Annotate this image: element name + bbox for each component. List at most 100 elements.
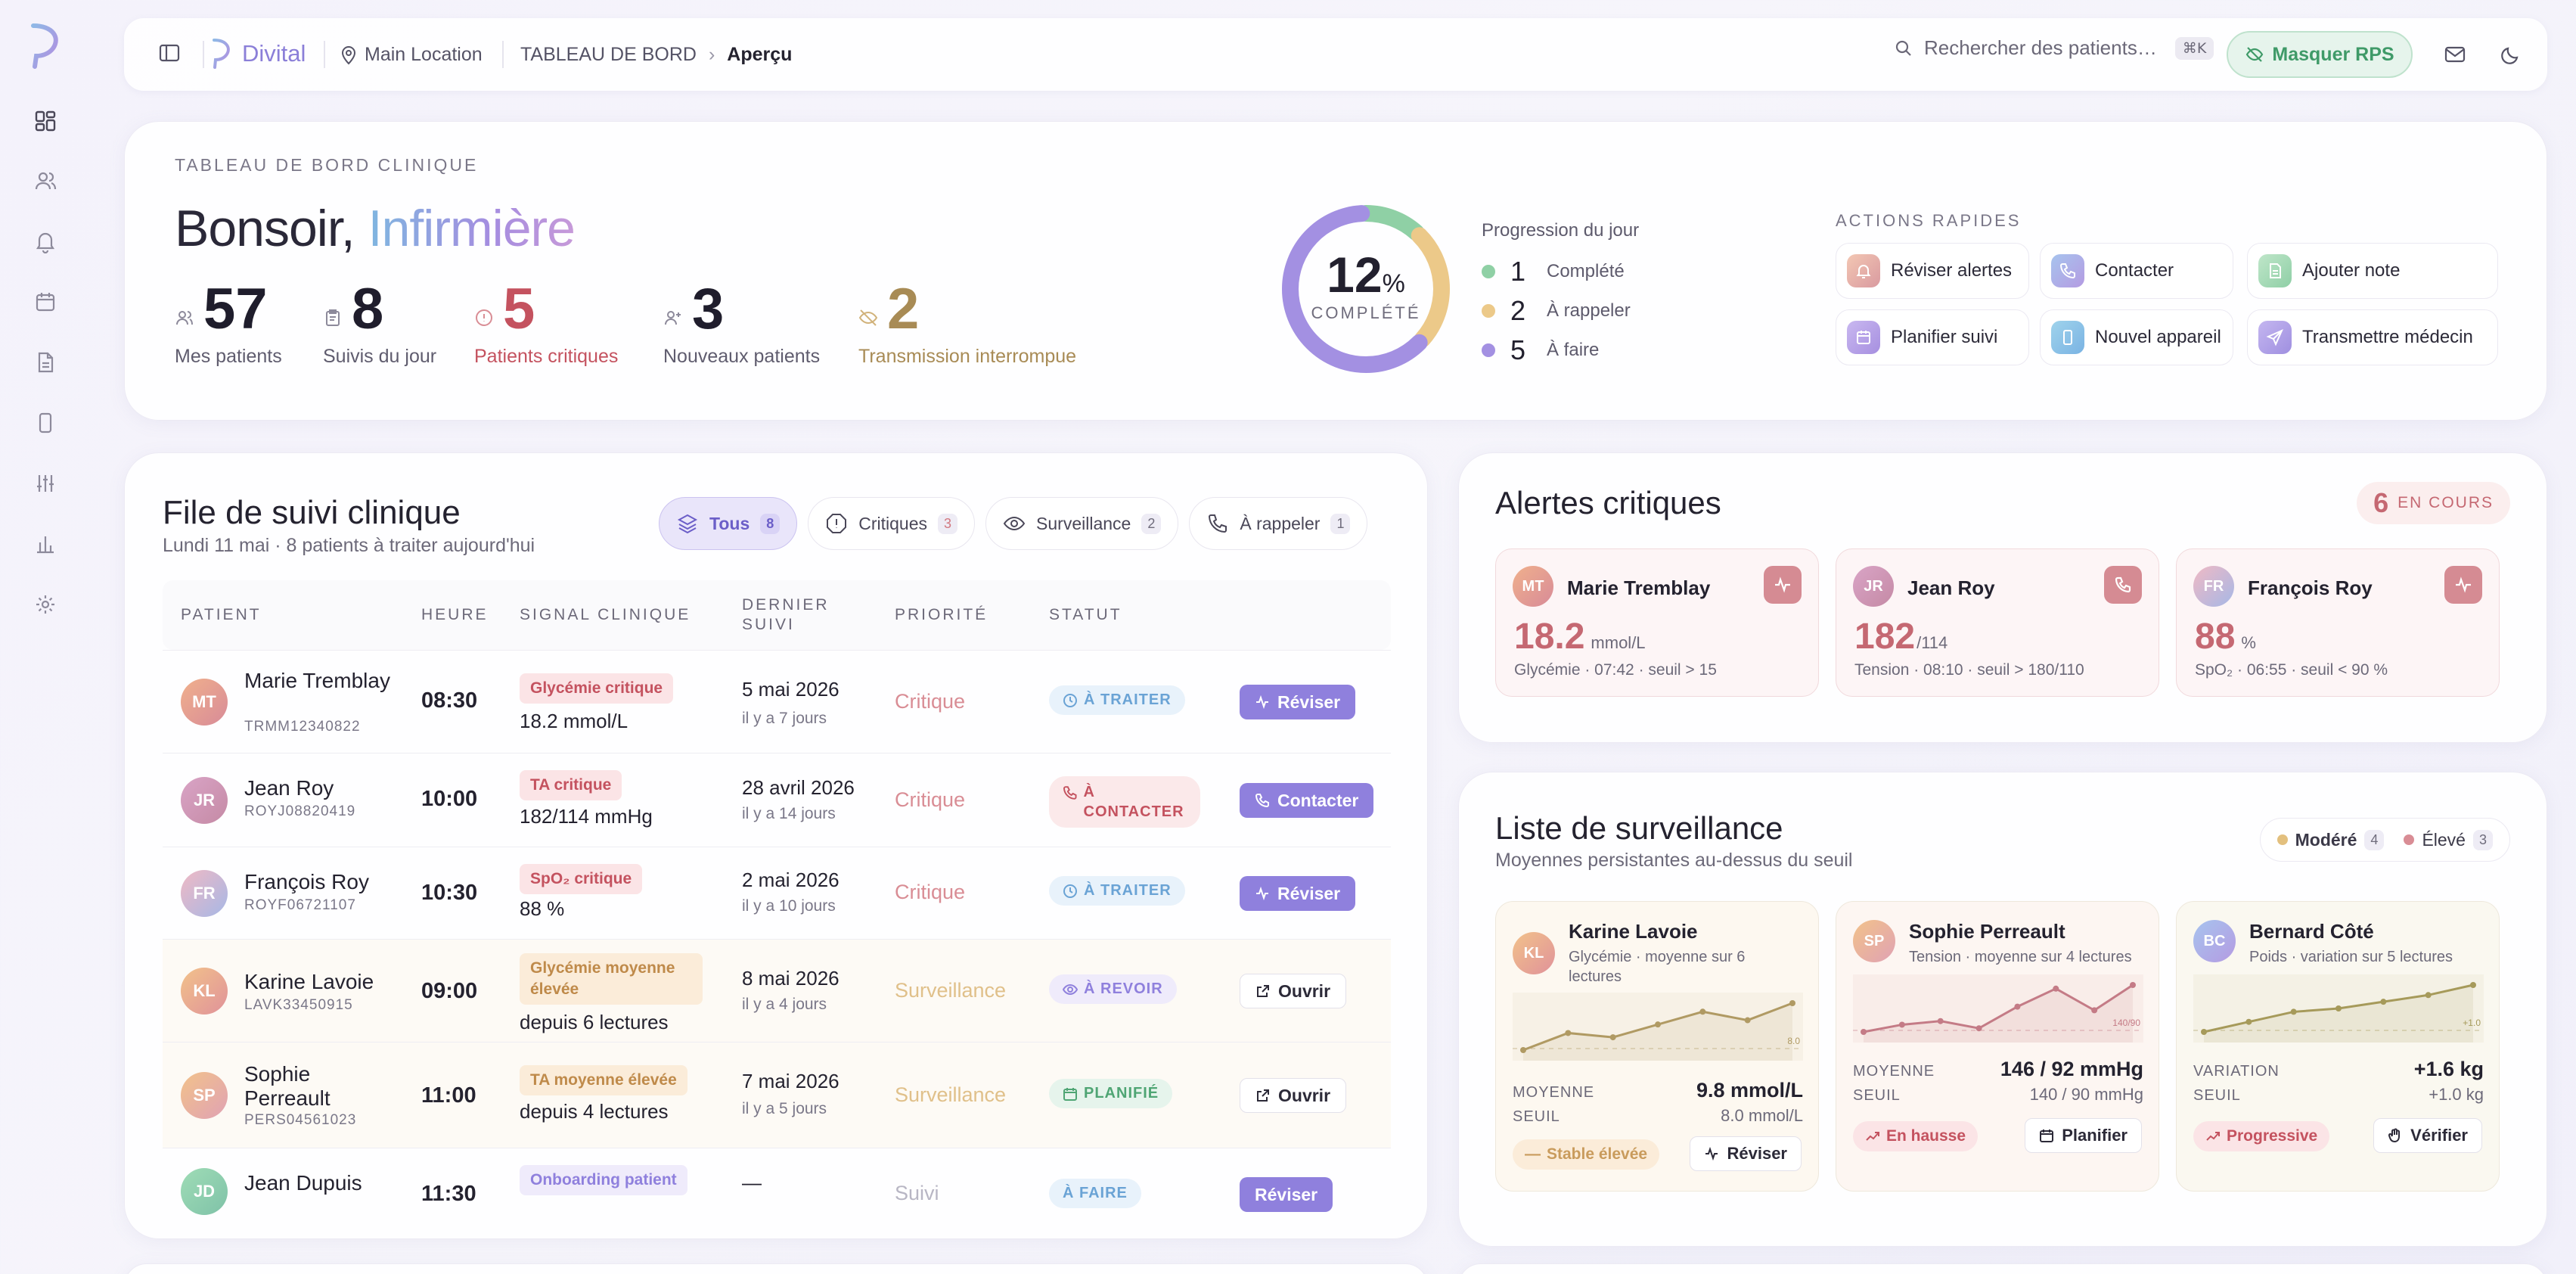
schedule-followup-button[interactable]: Planifier suivi — [1836, 309, 2029, 365]
stat-my-patients[interactable]: 57 Mes patients — [175, 281, 282, 368]
schedule-button[interactable]: Planifier — [2025, 1118, 2142, 1153]
toggle-sidebar-icon[interactable] — [157, 41, 182, 65]
trend-badge: — Stable élevée — [1513, 1139, 1660, 1170]
column-priority[interactable]: PRIORITÉ — [895, 606, 989, 623]
location-selector[interactable]: Main Location — [340, 44, 483, 66]
contact-button[interactable]: Contacter — [2040, 243, 2233, 299]
column-signal[interactable]: SIGNAL CLINIQUE — [520, 606, 691, 623]
table-row[interactable]: MT Marie Tremblay TRMM12340822 08:30 Gly… — [163, 650, 1391, 753]
review-alerts-button[interactable]: Réviser alertes — [1836, 243, 2029, 299]
filter-all[interactable]: Tous 8 — [659, 497, 798, 550]
filter-watch[interactable]: Surveillance 2 — [985, 497, 1179, 550]
dashboard-icon[interactable] — [33, 108, 58, 134]
moon-icon[interactable] — [2499, 42, 2523, 67]
column-patient[interactable]: PATIENT — [181, 606, 262, 623]
table-row[interactable]: FR François Roy ROYF06721107 10:30 SpO₂ … — [163, 847, 1391, 939]
new-device-button[interactable]: Nouvel appareil — [2040, 309, 2233, 365]
divider — [203, 41, 204, 68]
phone-icon[interactable] — [2104, 566, 2142, 604]
contact-button[interactable]: Contacter — [1240, 783, 1374, 818]
column-time[interactable]: HEURE — [421, 606, 489, 623]
alerts-count: 6 — [2373, 487, 2389, 518]
status-badge: PLANIFIÉ — [1049, 1079, 1173, 1108]
brand[interactable]: Divital — [210, 38, 306, 70]
column-last-followup[interactable]: DERNIER SUIVI — [742, 596, 830, 633]
priority-label: Suivi — [895, 1182, 939, 1204]
device-icon[interactable] — [33, 410, 58, 436]
verify-button[interactable]: Vérifier — [2373, 1118, 2482, 1153]
users-icon[interactable] — [33, 168, 58, 194]
watch-card[interactable]: KL Karine Lavoie Glycémie · moyenne sur … — [1495, 901, 1819, 1192]
app-logo[interactable] — [27, 23, 64, 70]
progress-percent: 12 — [1327, 247, 1383, 303]
watch-subtitle: Moyennes persistantes au-dessus du seuil — [1495, 850, 1853, 871]
filter-recall[interactable]: À rappeler 1 — [1189, 497, 1368, 550]
greeting-text: Bonsoir, — [175, 200, 355, 257]
add-note-button[interactable]: Ajouter note — [2247, 243, 2498, 299]
search-placeholder: Rechercher des patients… — [1924, 36, 2157, 59]
alert-card[interactable]: JR Jean Roy 182/114 Tension · 08:10 · se… — [1836, 548, 2159, 697]
priority-label: Surveillance — [895, 979, 1007, 1002]
review-button[interactable]: Réviser — [1240, 1177, 1333, 1212]
eye-off-icon — [858, 309, 878, 326]
bell-icon[interactable] — [33, 228, 58, 254]
review-button[interactable]: Réviser — [1240, 685, 1356, 719]
eye-off-icon — [2246, 47, 2264, 62]
sliders-icon[interactable] — [33, 471, 58, 496]
table-row[interactable]: JD Jean Dupuis 11:30 Onboarding patient … — [163, 1148, 1391, 1238]
calendar-icon[interactable] — [33, 289, 58, 315]
legend-moderate[interactable]: Modéré 4 — [2277, 829, 2385, 850]
settings-icon[interactable] — [33, 592, 58, 617]
mail-icon[interactable] — [2443, 42, 2467, 67]
alert-card[interactable]: FR François Roy 88% SpO₂ · 06:55 · seuil… — [2176, 548, 2500, 697]
stat-label: Nouveaux patients — [663, 346, 821, 367]
open-button[interactable]: Ouvrir — [1240, 974, 1347, 1008]
alert-value: 18.2 — [1514, 617, 1585, 657]
review-button[interactable]: Réviser — [1240, 876, 1356, 911]
search-input[interactable]: Rechercher des patients… ⌘K — [1894, 36, 2214, 60]
breadcrumb-root[interactable]: TABLEAU DE BORD — [520, 44, 697, 65]
stat-interrupted-transmission[interactable]: 2 Transmission interrompue — [858, 281, 1076, 368]
column-status[interactable]: STATUT — [1049, 606, 1122, 623]
stat-new-patients[interactable]: 3 Nouveaux patients — [663, 281, 820, 368]
patient-name: Sophie Perreault — [244, 1062, 331, 1110]
trend-badge: En hausse — [1853, 1121, 1979, 1151]
priority-label: Surveillance — [895, 1083, 1007, 1106]
stat-daily-followups[interactable]: 8 Suivis du jour — [323, 281, 436, 368]
table-row[interactable]: SP Sophie Perreault PERS04561023 11:00 T… — [163, 1042, 1391, 1148]
stat-value: 3 — [692, 277, 725, 341]
document-icon[interactable] — [33, 350, 58, 375]
chart-icon[interactable] — [33, 531, 58, 557]
watch-card[interactable]: BC Bernard Côté Poids · variation sur 5 … — [2176, 901, 2500, 1192]
phone-icon — [1255, 794, 1269, 808]
hide-rps-button[interactable]: Masquer RPS — [2227, 31, 2413, 78]
table-row[interactable]: JR Jean Roy ROYJ08820419 10:00 TA critiq… — [163, 753, 1391, 847]
watch-card[interactable]: SP Sophie Perreault Tension · moyenne su… — [1836, 901, 2159, 1192]
filter-critical[interactable]: Critiques 3 — [808, 497, 976, 550]
sparkline-point — [2470, 982, 2476, 988]
patient-name: Jean Roy — [244, 776, 334, 800]
send-doctor-button[interactable]: Transmettre médecin — [2247, 309, 2498, 365]
signal-value: 88 % — [520, 897, 565, 920]
quick-action-label: Ajouter note — [2302, 260, 2401, 281]
sparkline-point — [2335, 1005, 2342, 1011]
quick-action-label: Planifier suivi — [1891, 327, 1998, 347]
clock-icon — [1063, 693, 1077, 707]
patient-name: Jean Dupuis — [244, 1171, 362, 1195]
alert-unit: % — [2241, 633, 2256, 652]
queue-subtitle: Lundi 11 mai · 8 patients à traiter aujo… — [163, 535, 535, 556]
legend-high[interactable]: Élevé 3 — [2404, 829, 2493, 850]
status-badge: À FAIRE — [1049, 1179, 1141, 1208]
stat-label: Mes patients — [175, 346, 282, 367]
open-button[interactable]: Ouvrir — [1240, 1078, 1347, 1113]
brand-name: Divital — [242, 40, 306, 67]
stat-critical-patients[interactable]: 5 Patients critiques — [474, 281, 618, 368]
activity-icon[interactable] — [2444, 566, 2482, 604]
signal-value: depuis 4 lectures — [520, 1100, 669, 1123]
top-bar: Divital Main Location TABLEAU DE BORD › … — [124, 18, 2547, 91]
review-button[interactable]: Réviser — [1690, 1136, 1802, 1171]
alert-card[interactable]: MT Marie Tremblay 18.2 mmol/L Glycémie · … — [1495, 548, 1819, 697]
activity-icon[interactable] — [1764, 566, 1802, 604]
table-row[interactable]: KL Karine Lavoie LAVK33450915 09:00 Glyc… — [163, 939, 1391, 1042]
avatar: FR — [2193, 566, 2234, 607]
